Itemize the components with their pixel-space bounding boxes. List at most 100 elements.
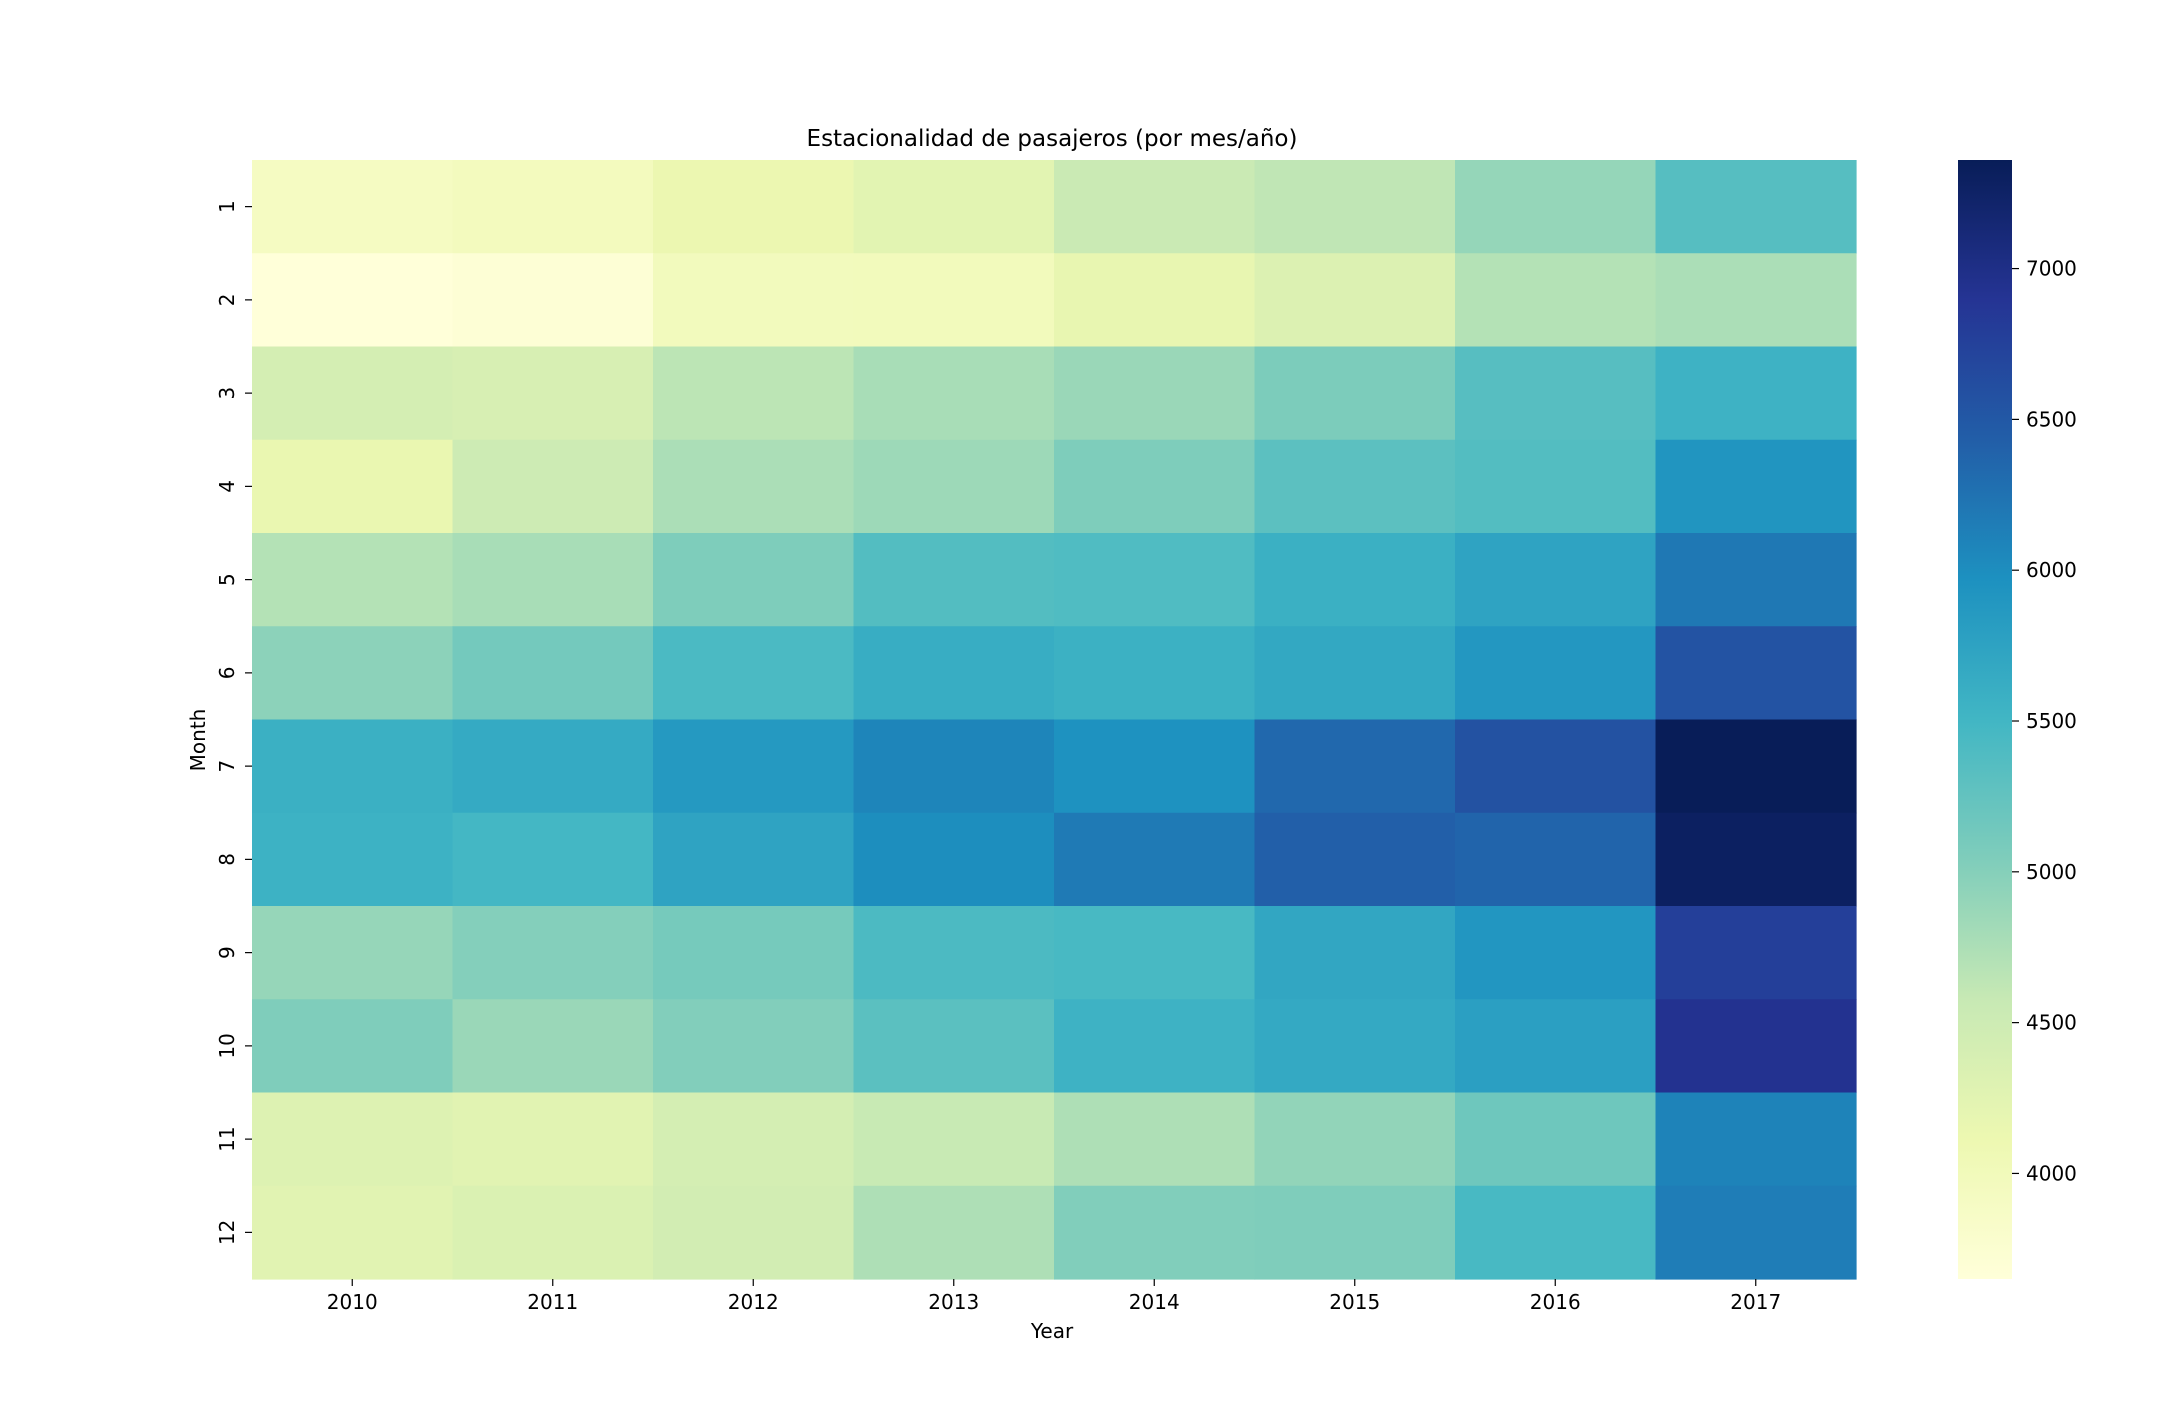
heatmap-cell bbox=[452, 626, 654, 721]
heatmap-cell bbox=[252, 533, 454, 627]
heatmap-cell bbox=[252, 160, 454, 254]
heatmap-cell bbox=[1254, 812, 1456, 907]
heatmap-cell bbox=[1054, 439, 1256, 534]
heatmap-cell bbox=[853, 626, 1055, 721]
heatmap-cell bbox=[1455, 1185, 1657, 1280]
heatmap-cell bbox=[1054, 999, 1256, 1094]
heatmap-cell bbox=[1054, 812, 1256, 907]
heatmap-cell bbox=[1455, 626, 1657, 721]
x-axis-ticks: 2010 2011 2012 2013 2014 2015 2016 2017 bbox=[327, 1279, 1781, 1314]
heatmap-cell bbox=[853, 719, 1055, 814]
heatmap-cell bbox=[452, 812, 654, 907]
colorbar-tick-label: 5000 bbox=[2026, 860, 2077, 884]
heatmap-cell bbox=[1655, 812, 1857, 907]
heatmap-cell bbox=[1254, 160, 1456, 254]
heatmap-cell bbox=[1455, 439, 1657, 534]
heatmap-cell bbox=[653, 1185, 855, 1280]
heatmap-cell bbox=[1054, 253, 1256, 348]
heatmap-cells bbox=[252, 160, 1857, 1280]
heatmap-cell bbox=[853, 253, 1055, 348]
heatmap-cell bbox=[452, 346, 654, 441]
heatmap-cell bbox=[252, 346, 454, 441]
heatmap-cell bbox=[452, 1092, 654, 1187]
heatmap-cell bbox=[1054, 533, 1256, 627]
heatmap-cell bbox=[1655, 999, 1857, 1094]
heatmap-cell bbox=[1054, 626, 1256, 721]
heatmap-cell bbox=[1655, 533, 1857, 627]
heatmap-cell bbox=[1254, 626, 1456, 721]
heatmap-cell bbox=[252, 626, 454, 721]
heatmap-cell bbox=[252, 812, 454, 907]
heatmap-cell bbox=[452, 999, 654, 1094]
x-tick-label: 2011 bbox=[527, 1290, 578, 1314]
heatmap-cell bbox=[653, 160, 855, 254]
heatmap-cell bbox=[853, 160, 1055, 254]
heatmap-cell bbox=[653, 1092, 855, 1187]
heatmap-cell bbox=[1254, 439, 1456, 534]
heatmap-cell bbox=[1254, 346, 1456, 441]
heatmap-cell bbox=[1054, 1185, 1256, 1280]
heatmap-cell bbox=[252, 1185, 454, 1280]
heatmap-cell bbox=[252, 439, 454, 534]
x-tick-label: 2010 bbox=[327, 1290, 378, 1314]
heatmap-cell bbox=[1655, 1092, 1857, 1187]
chart-title: Estacionalidad de pasajeros (por mes/año… bbox=[807, 126, 1298, 152]
heatmap-cell bbox=[653, 812, 855, 907]
heatmap-cell bbox=[853, 346, 1055, 441]
heatmap-cell bbox=[1254, 999, 1456, 1094]
heatmap-cell bbox=[853, 999, 1055, 1094]
heatmap-cell bbox=[1655, 1185, 1857, 1280]
heatmap-cell bbox=[1455, 999, 1657, 1094]
heatmap-cell bbox=[252, 253, 454, 348]
heatmap-cell bbox=[1054, 1092, 1256, 1187]
heatmap-cell bbox=[1254, 906, 1456, 1000]
heatmap-cell bbox=[1455, 253, 1657, 348]
colorbar-tick-label: 5500 bbox=[2026, 709, 2077, 733]
heatmap-cell bbox=[853, 812, 1055, 907]
colorbar-tick-label: 6000 bbox=[2026, 558, 2077, 582]
heatmap-cell bbox=[452, 253, 654, 348]
heatmap-cell bbox=[1655, 906, 1857, 1000]
heatmap-cell bbox=[1455, 812, 1657, 907]
heatmap-cell bbox=[653, 999, 855, 1094]
y-tick-label: 10 bbox=[215, 1033, 239, 1058]
colorbar-tick-label: 6500 bbox=[2026, 407, 2077, 431]
heatmap-cell bbox=[653, 719, 855, 814]
heatmap-cell bbox=[452, 719, 654, 814]
heatmap-cell bbox=[1254, 253, 1456, 348]
heatmap-cell bbox=[1455, 160, 1657, 254]
heatmap-cell bbox=[853, 906, 1055, 1000]
y-tick-label: 4 bbox=[215, 480, 239, 493]
y-tick-label: 9 bbox=[215, 946, 239, 959]
x-tick-label: 2017 bbox=[1730, 1290, 1781, 1314]
y-tick-label: 6 bbox=[215, 667, 239, 680]
y-tick-label: 3 bbox=[215, 387, 239, 400]
heatmap-cell bbox=[1254, 719, 1456, 814]
heatmap-cell bbox=[452, 906, 654, 1000]
heatmap-cell bbox=[653, 253, 855, 348]
x-tick-label: 2014 bbox=[1129, 1290, 1180, 1314]
heatmap-cell bbox=[853, 1185, 1055, 1280]
heatmap-cell bbox=[653, 626, 855, 721]
x-tick-label: 2013 bbox=[928, 1290, 979, 1314]
colorbar: 4000 4500 5000 5500 6000 6500 7000 bbox=[1958, 160, 2077, 1279]
heatmap-cell bbox=[853, 533, 1055, 627]
heatmap-cell bbox=[653, 346, 855, 441]
x-tick-label: 2015 bbox=[1329, 1290, 1380, 1314]
colorbar-tick-label: 7000 bbox=[2026, 257, 2077, 281]
heatmap-cell bbox=[1254, 1185, 1456, 1280]
y-tick-label: 7 bbox=[215, 760, 239, 773]
heatmap-cell bbox=[1455, 533, 1657, 627]
x-tick-label: 2016 bbox=[1530, 1290, 1581, 1314]
heatmap-cell bbox=[452, 439, 654, 534]
heatmap-cell bbox=[1455, 1092, 1657, 1187]
heatmap-cell bbox=[1455, 906, 1657, 1000]
heatmap-cell bbox=[1655, 626, 1857, 721]
y-tick-label: 1 bbox=[215, 200, 239, 213]
x-axis-label: Year bbox=[1030, 1319, 1074, 1343]
y-tick-label: 12 bbox=[215, 1220, 239, 1245]
heatmap-cell bbox=[1655, 160, 1857, 254]
heatmap-cell bbox=[1254, 533, 1456, 627]
